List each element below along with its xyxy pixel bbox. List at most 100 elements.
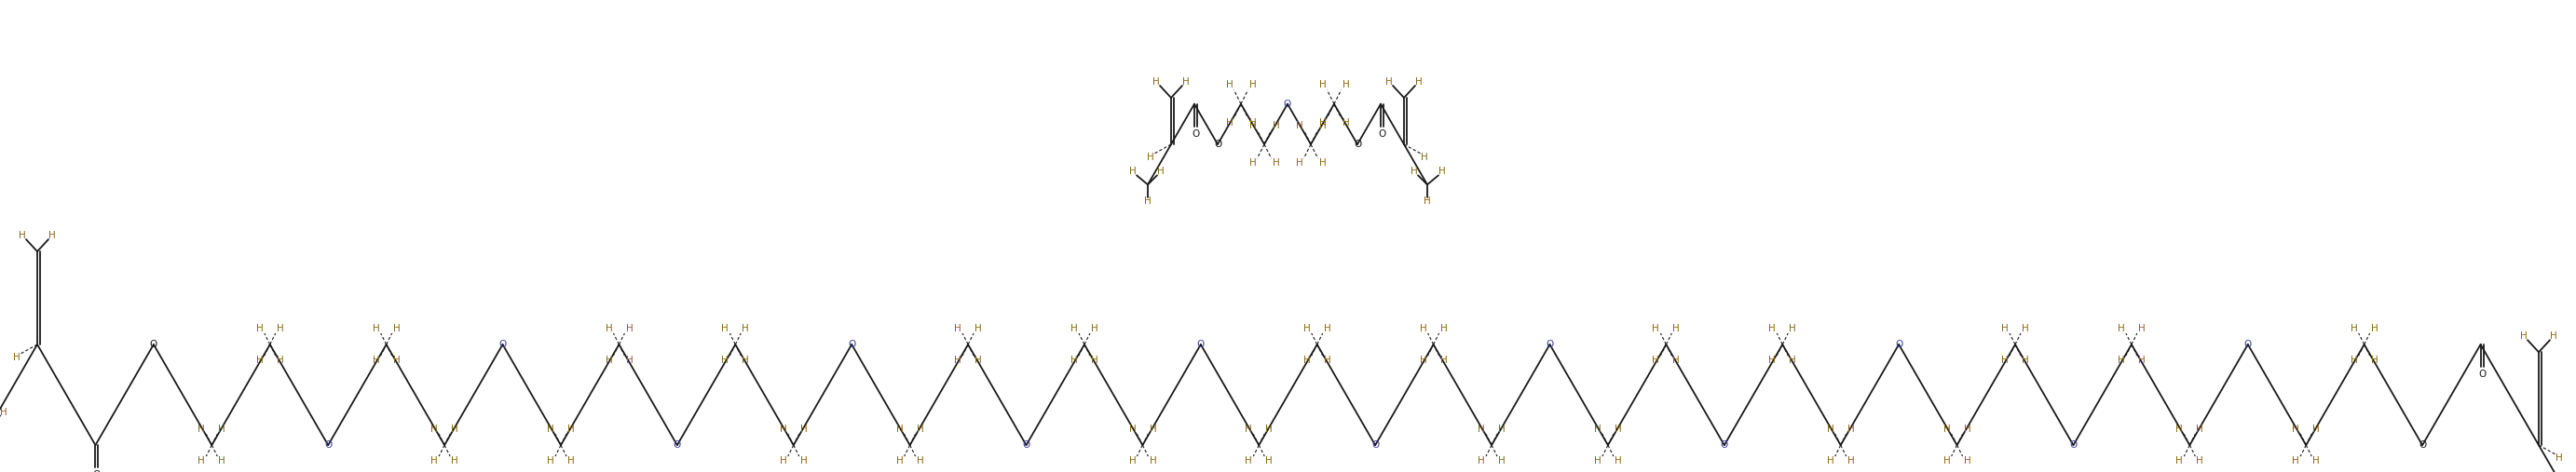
Text: H: H [1790,355,1795,365]
Text: H: H [1672,355,1680,365]
Text: H: H [2293,425,2300,434]
Text: H: H [1092,355,1097,365]
Text: H: H [1651,324,1659,333]
Text: O: O [93,470,100,472]
Text: H: H [1437,167,1445,176]
Text: H: H [255,324,263,333]
Text: H: H [374,355,379,365]
Text: H: H [2197,425,2202,434]
Text: H: H [1440,324,1448,333]
Text: H: H [1342,81,1350,90]
Text: H: H [1414,77,1422,86]
Text: H: H [1422,152,1427,162]
Text: H: H [18,231,26,240]
Text: H: H [801,425,806,434]
Text: H: H [1419,324,1427,333]
Text: H: H [1128,425,1136,434]
Text: H: H [2349,324,2357,333]
Text: H: H [2313,456,2321,465]
Text: H: H [953,355,961,365]
Text: H: H [1499,425,1504,434]
Text: H: H [1249,81,1257,90]
Text: H: H [255,355,263,365]
Text: H: H [276,355,283,365]
Text: H: H [1273,159,1280,168]
Text: O: O [1370,440,1378,450]
Text: H: H [1144,197,1151,206]
Text: O: O [149,340,157,349]
Text: H: H [917,456,925,465]
Text: O: O [1193,129,1200,138]
Text: H: H [1303,324,1311,333]
Text: H: H [2002,355,2009,365]
Text: H: H [721,324,729,333]
Text: O: O [2069,440,2076,450]
Text: H: H [1479,456,1484,465]
Text: H: H [1182,77,1190,86]
Text: H: H [1273,121,1280,130]
Text: H: H [374,324,379,333]
Text: H: H [917,425,925,434]
Text: H: H [1942,456,1950,465]
Text: H: H [1265,456,1273,465]
Text: H: H [1072,324,1077,333]
Text: H: H [567,425,574,434]
Text: H: H [1342,118,1350,127]
Text: O: O [1378,129,1386,138]
Text: H: H [451,456,459,465]
Text: H: H [2370,355,2378,365]
Text: H: H [1249,121,1257,130]
Text: H: H [626,324,634,333]
Text: H: H [2002,324,2009,333]
Text: H: H [1419,355,1427,365]
Text: H: H [567,456,574,465]
Text: H: H [198,425,206,434]
Text: H: H [1149,456,1157,465]
Text: O: O [1546,340,1553,349]
Text: H: H [1303,355,1311,365]
Text: H: H [1826,425,1834,434]
Text: H: H [2349,355,2357,365]
Text: H: H [2177,456,2182,465]
Text: H: H [276,324,283,333]
Text: H: H [1412,167,1417,176]
Text: H: H [1128,456,1136,465]
Text: H: H [1440,355,1448,365]
Text: H: H [2555,454,2563,463]
Text: H: H [1963,425,1971,434]
Text: H: H [1770,355,1775,365]
Text: H: H [1157,167,1164,176]
Text: H: H [1226,118,1234,127]
Text: H: H [1265,425,1273,434]
Text: H: H [1296,159,1303,168]
Text: H: H [1149,425,1157,434]
Text: H: H [49,231,57,240]
Text: H: H [2022,355,2030,365]
Text: O: O [1283,99,1291,109]
Text: H: H [2117,324,2125,333]
Text: H: H [2550,332,2558,341]
Text: H: H [430,425,438,434]
Text: H: H [1847,425,1855,434]
Text: H: H [1324,324,1332,333]
Text: H: H [1319,118,1327,127]
Text: H: H [1128,167,1136,176]
Text: H: H [1319,81,1327,90]
Text: H: H [2022,324,2030,333]
Text: H: H [721,355,729,365]
Text: H: H [1386,77,1394,86]
Text: H: H [1244,456,1252,465]
Text: O: O [500,340,507,349]
Text: H: H [974,324,981,333]
Text: H: H [2293,456,2300,465]
Text: O: O [325,440,332,450]
Text: O: O [672,440,680,450]
Text: H: H [896,425,904,434]
Text: H: H [1092,324,1097,333]
Text: H: H [394,324,399,333]
Text: H: H [430,456,438,465]
Text: H: H [1324,355,1332,365]
Text: H: H [1595,456,1602,465]
Text: H: H [1499,456,1504,465]
Text: H: H [781,456,786,465]
